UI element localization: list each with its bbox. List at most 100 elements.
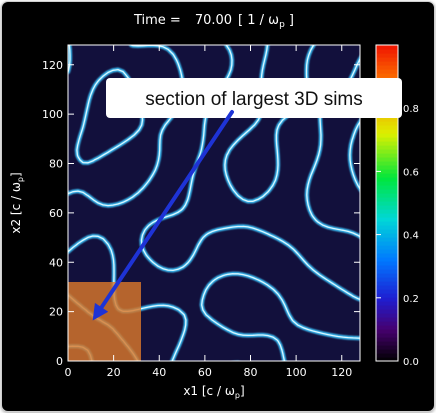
colorbar-strip [376, 141, 398, 146]
colorbar-strip [376, 237, 398, 242]
colorbar-strip [376, 201, 398, 206]
colorbar-strip [376, 57, 398, 62]
colorbar-strip [376, 173, 398, 178]
filament-pattern [68, 45, 360, 361]
colorbar-strip [376, 301, 398, 306]
colorbar-border [375, 44, 399, 362]
colorbar-strip [376, 49, 398, 54]
y-tick-label: 0 [56, 355, 63, 368]
colorbar-strip [376, 273, 398, 278]
colorbar-strip [376, 305, 398, 310]
colorbar-strip [376, 249, 398, 254]
colorbar-strip [376, 129, 398, 134]
colorbar-strip [376, 185, 398, 190]
colorbar-strip [376, 117, 398, 122]
colorbar-strip [376, 165, 398, 170]
colorbar-strip [376, 321, 398, 326]
colorbar-strip [376, 289, 398, 294]
callout-arrow [92, 110, 234, 321]
filament-core [68, 45, 360, 361]
colorbar-strip [376, 153, 398, 158]
y-axis-label: x2 [c / ωp] [9, 172, 25, 233]
colorbar-strip [376, 45, 398, 50]
chart-title: Time = 70.00 [ 1 / ωp ] [133, 13, 294, 30]
colorbar-strip [376, 221, 398, 226]
x-label-main: x1 [c / ω [183, 384, 235, 398]
y-tick-label: 40 [49, 256, 63, 269]
colorbar-strip [376, 257, 398, 262]
colorbar-strip [376, 157, 398, 162]
title-prefix: Time = [133, 13, 181, 28]
x-tick-label: 0 [65, 366, 72, 379]
colorbar-strip [376, 261, 398, 266]
x-tick-label: 100 [286, 366, 307, 379]
x-tick-label: 40 [152, 366, 166, 379]
colorbar-strip [376, 349, 398, 354]
y-tick-label: 80 [49, 158, 63, 171]
colorbar-strip [376, 229, 398, 234]
x-label-subscript: p [235, 391, 240, 400]
colorbar-strip [376, 265, 398, 270]
colorbar-strip [376, 65, 398, 70]
colorbar-tick-label: 0.0 [403, 357, 419, 368]
annotation-callout: section of largest 3D sims [92, 78, 402, 321]
colorbar-strip [376, 69, 398, 74]
x-tick-label: 20 [107, 366, 121, 379]
colorbar-strip [376, 197, 398, 202]
colorbar-strip [376, 145, 398, 150]
plot-border [67, 44, 361, 362]
callout-text: section of largest 3D sims [145, 89, 363, 110]
y-tick-label: 100 [42, 108, 63, 121]
title-unit-subscript: p [279, 20, 285, 30]
colorbar-strip [376, 333, 398, 338]
colorbar-strip [376, 357, 398, 362]
y-label-end: ] [9, 172, 23, 177]
colorbar-strip [376, 309, 398, 314]
x-tick-label: 120 [331, 366, 352, 379]
colorbar-strip [376, 241, 398, 246]
colorbar-strip [376, 329, 398, 334]
callout-box [106, 78, 402, 118]
y-label-main: x2 [c / ω [9, 182, 23, 234]
x-tick-label: 60 [198, 366, 212, 379]
colorbar-strip [376, 61, 398, 66]
colorbar-strip [376, 269, 398, 274]
colorbar-strip [376, 205, 398, 210]
colorbar-strip [376, 345, 398, 350]
colorbar-strip [376, 353, 398, 358]
colorbar-strip [376, 73, 398, 78]
colorbar-strip [376, 325, 398, 330]
colorbar-strip [376, 149, 398, 154]
y-axis-ticks: 0 20 40 60 80 100 120 [42, 59, 360, 368]
colorbar-strip [376, 293, 398, 298]
y-label-subscript: p [16, 177, 25, 182]
colorbar-tick-label: 0.2 [403, 294, 419, 305]
colorbar-strip [376, 209, 398, 214]
colorbar-strip [376, 169, 398, 174]
x-label-end: ] [240, 384, 245, 398]
x-axis-ticks: 0 20 40 60 80 100 120 [65, 45, 352, 379]
colorbar-strip [376, 193, 398, 198]
colorbar-strip [376, 177, 398, 182]
colorbar-strip [376, 225, 398, 230]
highlight-region [68, 282, 141, 361]
colorbar-strip [376, 121, 398, 126]
colorbar-strip [376, 297, 398, 302]
colorbar-strip [376, 337, 398, 342]
x-tick-label: 80 [244, 366, 258, 379]
colorbar-strip [376, 189, 398, 194]
colorbar-tick-label: 0.8 [403, 104, 419, 115]
colorbar-tick-label: 0.4 [403, 231, 419, 242]
colorbar-strip [376, 213, 398, 218]
title-unit-end: ] [285, 13, 294, 28]
colorbar-strip [376, 53, 398, 58]
title-unit: [ 1 / ω [238, 13, 279, 28]
y-tick-label: 20 [49, 306, 63, 319]
colorbar-strip [376, 277, 398, 282]
colorbar-strip [376, 133, 398, 138]
x-axis-label: x1 [c / ωp] [183, 384, 244, 400]
colorbar-strip [376, 233, 398, 238]
colorbar-strip [376, 341, 398, 346]
colorbar-strip [376, 181, 398, 186]
